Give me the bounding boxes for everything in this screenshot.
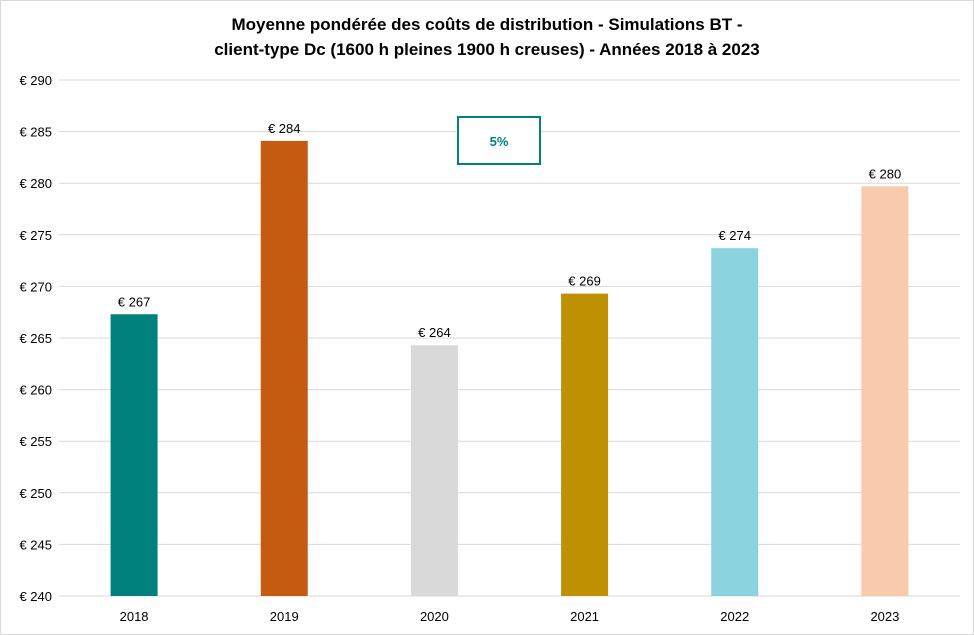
bar-2021: [561, 293, 609, 596]
annotation-text: 5%: [490, 134, 509, 149]
data-label-2020: € 264: [418, 325, 451, 340]
y-tick-label: € 285: [19, 125, 52, 140]
y-tick-label: € 265: [19, 331, 52, 346]
data-label-2018: € 267: [118, 294, 151, 309]
y-tick-label: € 280: [19, 176, 52, 191]
data-label-2023: € 280: [869, 166, 902, 181]
x-tick-label-2018: 2018: [120, 609, 149, 624]
data-label-2022: € 274: [718, 228, 751, 243]
data-label-2021: € 269: [568, 274, 601, 289]
y-tick-label: € 255: [19, 434, 52, 449]
y-tick-label: € 290: [19, 73, 52, 88]
x-tick-label-2019: 2019: [270, 609, 299, 624]
data-label-2019: € 284: [268, 121, 301, 136]
x-tick-label-2022: 2022: [720, 609, 749, 624]
y-tick-label: € 250: [19, 486, 52, 501]
y-tick-label: € 240: [19, 589, 52, 604]
x-tick-label-2021: 2021: [570, 609, 599, 624]
y-tick-label: € 270: [19, 279, 52, 294]
bar-2020: [410, 345, 458, 596]
x-tick-label-2020: 2020: [420, 609, 449, 624]
y-tick-label: € 245: [19, 537, 52, 552]
x-tick-label-2023: 2023: [870, 609, 899, 624]
bar-2019: [260, 140, 308, 596]
bar-2022: [711, 248, 759, 596]
y-tick-label: € 275: [19, 228, 52, 243]
bar-2018: [110, 314, 158, 596]
bar-2023: [861, 186, 909, 596]
chart-title-line-1: Moyenne pondérée des coûts de distributi…: [232, 15, 743, 34]
chart-title-line-2: client-type Dc (1600 h pleines 1900 h cr…: [214, 40, 760, 59]
y-tick-label: € 260: [19, 383, 52, 398]
annotation-box: 5%: [457, 116, 541, 165]
